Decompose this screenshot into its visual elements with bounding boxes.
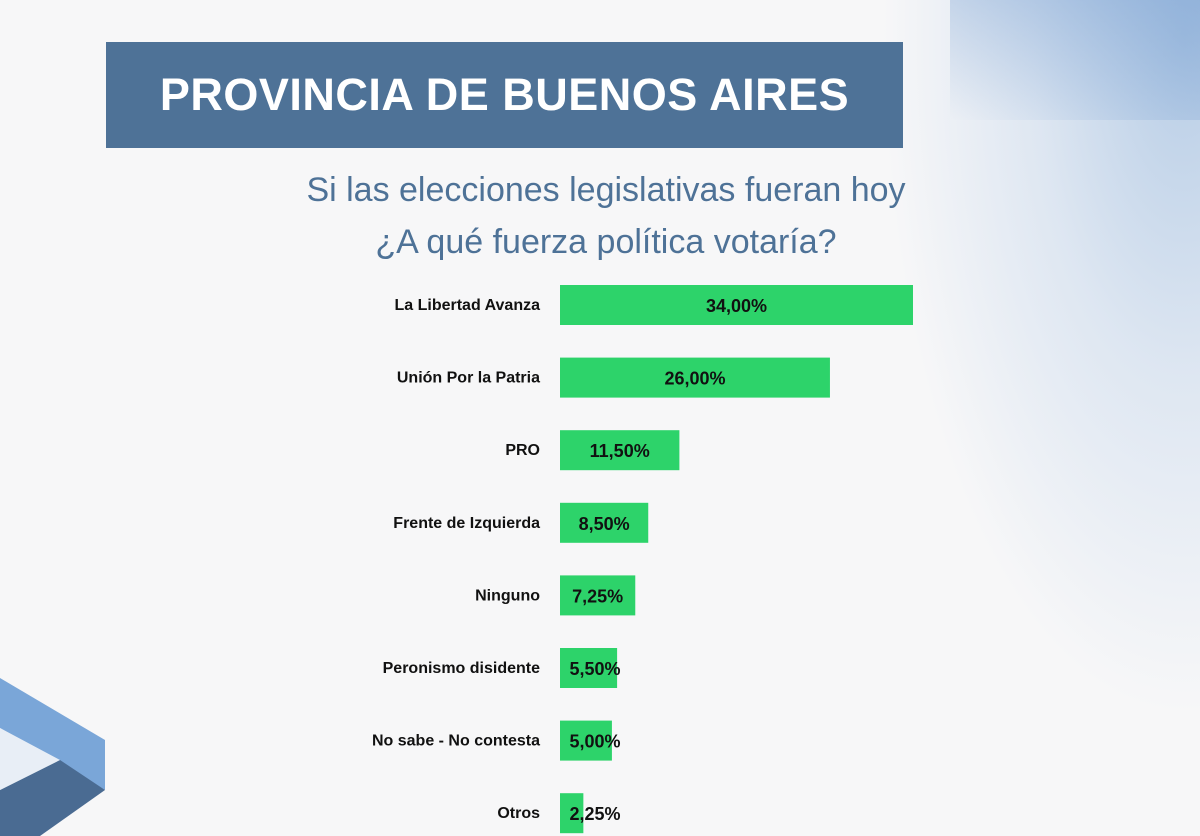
category-label: La Libertad Avanza xyxy=(394,297,540,314)
value-label: 5,00% xyxy=(569,732,620,752)
bar xyxy=(560,793,584,834)
background-glow-corner xyxy=(950,0,1200,120)
page-title: PROVINCIA DE BUENOS AIRES xyxy=(159,69,850,120)
bar xyxy=(560,648,618,688)
value-label: 11,50% xyxy=(590,441,650,461)
bar xyxy=(560,720,612,761)
bar xyxy=(560,430,680,471)
category-label: Otros xyxy=(497,805,540,822)
category-label: Frente de Izquierda xyxy=(393,515,540,532)
value-label: 7,25% xyxy=(572,586,623,606)
category-label: Ninguno xyxy=(475,587,540,604)
decorative-logo-shape xyxy=(0,678,105,836)
title-banner: PROVINCIA DE BUENOS AIRES xyxy=(106,42,903,148)
value-label: 5,50% xyxy=(569,659,620,679)
category-label: PRO xyxy=(505,442,540,459)
subtitle-line-1: Si las elecciones legislativas fueran ho… xyxy=(306,171,906,209)
bar xyxy=(560,575,636,616)
bar xyxy=(560,357,830,398)
category-label: Peronismo disidente xyxy=(383,660,540,677)
subtitle-line-2: ¿A qué fuerza política votaría? xyxy=(375,223,837,261)
background-glow xyxy=(880,0,1200,720)
category-label: No sabe - No contesta xyxy=(372,733,540,750)
bar xyxy=(560,285,913,325)
deco-dark-blue xyxy=(0,760,105,836)
category-label: Unión Por la Patria xyxy=(397,370,540,387)
value-label: 26,00% xyxy=(664,369,725,389)
deco-blue-top xyxy=(0,678,105,790)
deco-light-strip xyxy=(0,728,60,790)
value-label: 2,25% xyxy=(569,804,620,824)
value-label: 34,00% xyxy=(706,296,767,316)
bar xyxy=(560,502,649,543)
value-label: 8,50% xyxy=(579,514,630,534)
